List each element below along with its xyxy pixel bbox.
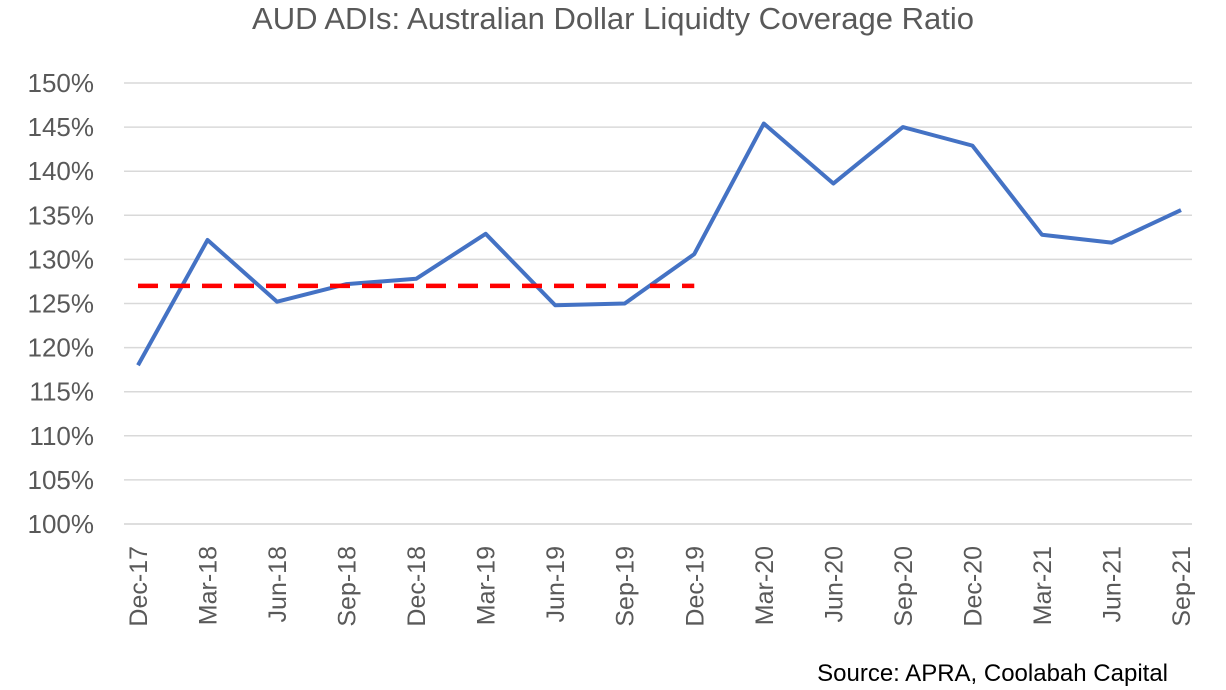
data-point bbox=[136, 284, 140, 288]
x-tick-label: Mar-20 bbox=[751, 546, 779, 625]
data-point bbox=[901, 125, 905, 129]
y-tick-label: 100% bbox=[28, 509, 95, 539]
x-tick-label: Sep-19 bbox=[612, 546, 640, 627]
data-point bbox=[553, 284, 557, 288]
y-tick-label: 110% bbox=[29, 421, 94, 451]
data-point bbox=[692, 284, 696, 288]
data-point bbox=[484, 284, 488, 288]
data-point bbox=[484, 232, 488, 236]
data-point bbox=[345, 284, 349, 288]
y-axis: 100% 105% 110% 115% 120% 125% 130% 135% 140% 145%… bbox=[28, 68, 95, 539]
data-point bbox=[970, 144, 974, 148]
chart-title: AUD ADIs: Australian Dollar Liquidty Cov… bbox=[252, 1, 974, 36]
x-tick-label: Sep-18 bbox=[334, 546, 362, 627]
y-tick-label: 115% bbox=[29, 377, 94, 407]
y-tick-label: 140% bbox=[28, 156, 95, 186]
data-point bbox=[692, 252, 696, 256]
x-tick-label: Jun-18 bbox=[264, 546, 292, 622]
gridlines bbox=[124, 82, 1192, 525]
y-tick-label: 150% bbox=[28, 68, 95, 98]
x-tick-label: Jun-21 bbox=[1098, 546, 1126, 622]
data-point bbox=[275, 284, 279, 288]
data-point bbox=[623, 302, 627, 306]
x-tick-label: Dec-20 bbox=[959, 546, 987, 627]
x-tick-label: Sep-20 bbox=[890, 546, 918, 627]
data-point bbox=[1109, 241, 1113, 245]
data-point bbox=[623, 284, 627, 288]
source-note: Source: APRA, Coolabah Capital bbox=[817, 660, 1168, 687]
data-point bbox=[414, 277, 418, 281]
data-point bbox=[1179, 208, 1183, 212]
lcr-series-line bbox=[136, 121, 1182, 367]
y-tick-label: 120% bbox=[28, 333, 95, 363]
data-point bbox=[831, 182, 835, 186]
x-tick-label: Mar-21 bbox=[1029, 546, 1057, 625]
plot-area bbox=[136, 121, 1183, 367]
y-tick-label: 125% bbox=[28, 289, 95, 319]
y-tick-label: 135% bbox=[28, 200, 95, 230]
data-point bbox=[136, 363, 140, 367]
x-tick-label: Mar-19 bbox=[473, 546, 501, 625]
x-tick-label: Dec-18 bbox=[403, 546, 431, 627]
data-point bbox=[553, 303, 557, 307]
x-tick-label: Dec-17 bbox=[125, 546, 153, 627]
x-tick-label: Jun-19 bbox=[542, 546, 570, 622]
data-point bbox=[762, 122, 766, 126]
y-tick-label: 105% bbox=[28, 465, 95, 495]
x-axis: Dec-17 Mar-18 Jun-18 Sep-18 Dec-18 Mar-19 Jun-… bbox=[124, 523, 1196, 627]
data-point bbox=[206, 238, 210, 242]
data-point bbox=[275, 300, 279, 304]
y-tick-label: 145% bbox=[28, 112, 95, 142]
y-tick-label: 130% bbox=[28, 244, 95, 274]
x-tick-label: Sep-21 bbox=[1168, 546, 1196, 627]
x-tick-label: Mar-18 bbox=[195, 546, 223, 625]
data-point bbox=[206, 284, 210, 288]
x-tick-label: Jun-20 bbox=[820, 546, 848, 622]
data-point bbox=[414, 284, 418, 288]
x-tick-label: Dec-19 bbox=[681, 546, 709, 627]
data-point bbox=[1040, 233, 1044, 237]
